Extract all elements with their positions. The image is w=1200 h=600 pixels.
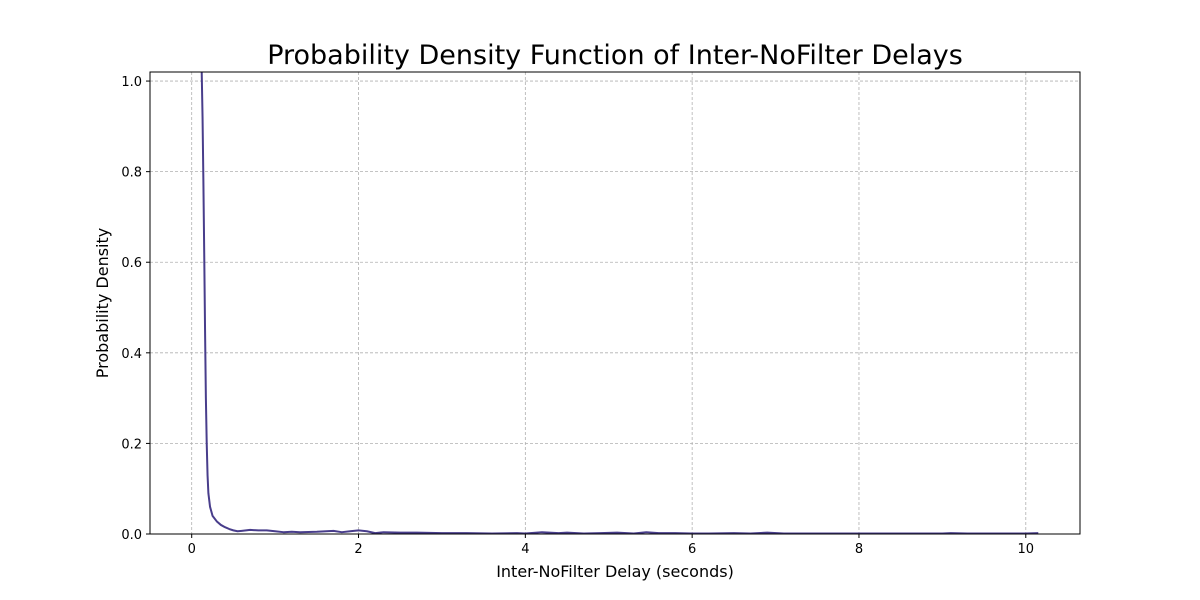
x-tick-label: 8 xyxy=(855,542,863,557)
x-tick-label: 6 xyxy=(688,542,696,557)
x-tick-label: 0 xyxy=(188,542,196,557)
chart-title: Probability Density Function of Inter-No… xyxy=(267,40,963,71)
y-tick-label: 0.4 xyxy=(121,347,142,362)
y-tick-label: 0.8 xyxy=(121,166,142,181)
y-tick-label: 0.6 xyxy=(121,256,142,271)
grid-lines xyxy=(150,72,1080,535)
axis-ticks: 0 2 4 6 8 10 0.0 0.2 0.4 0.6 0.8 1.0 xyxy=(121,75,1034,557)
x-axis-label: Inter-NoFilter Delay (seconds) xyxy=(496,562,734,581)
x-tick-label: 10 xyxy=(1018,542,1035,557)
x-tick-label: 2 xyxy=(354,542,362,557)
plot-frame xyxy=(149,71,1081,535)
y-tick-label: 0.2 xyxy=(121,437,142,452)
y-axis-label: Probability Density xyxy=(93,228,112,379)
pdf-curve-line xyxy=(200,71,1039,535)
y-tick-label: 1.0 xyxy=(121,75,142,90)
x-tick-label: 4 xyxy=(521,542,529,557)
y-tick-label: 0.0 xyxy=(121,528,142,543)
